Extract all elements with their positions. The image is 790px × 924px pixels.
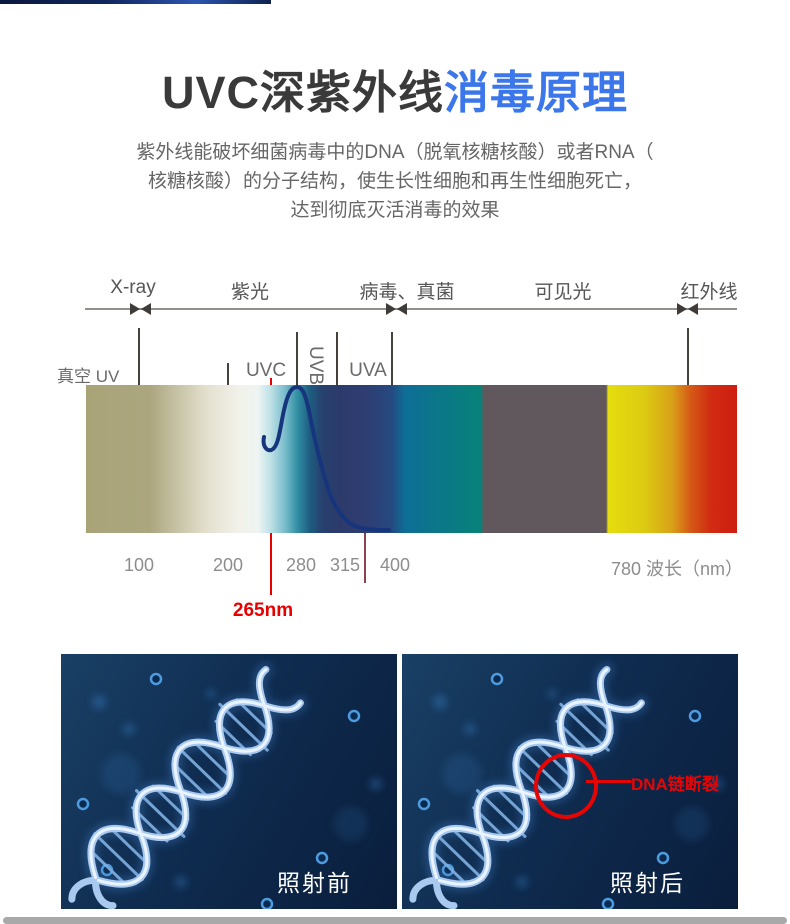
dna-after-image: DNA链断裂 照射后 — [402, 654, 738, 909]
intro-line-3: 达到彻底灭活消毒的效果 — [290, 200, 500, 221]
intro-paragraph: 紫外线能破坏细菌病毒中的DNA（脱氧核糖核酸）或者RNA（ 核糖核酸）的分子结构… — [0, 138, 790, 225]
top-accent-bar — [0, 0, 271, 4]
arrow-right-icon — [130, 303, 140, 315]
region-label-visible-light: 可见光 — [534, 282, 592, 303]
dna-break-pointer-line — [586, 780, 631, 783]
before-caption: 照射前 — [277, 870, 352, 896]
arrow-right-icon — [386, 303, 396, 315]
dna-break-annotation: DNA链断裂 — [631, 775, 719, 794]
vacuum-uv-label: 真空 UV — [57, 367, 120, 386]
arrow-left-icon — [688, 303, 698, 315]
region-label-virus-fungi: 病毒、真菌 — [359, 282, 455, 303]
dna-break-circle — [534, 753, 598, 819]
page-title-main: UVC深紫外线 — [161, 67, 444, 118]
arrow-left-icon — [141, 303, 151, 315]
dna-helix-illustration — [68, 662, 382, 909]
peak-wavelength-label: 265nm — [232, 600, 294, 621]
spectrum-color-band — [86, 385, 737, 533]
uva-label: UVA — [349, 360, 387, 381]
region-label-infrared: 红外线 — [680, 282, 738, 303]
tick-100: 100 — [123, 555, 155, 575]
page-title: UVC深紫外线消毒原理 — [0, 56, 790, 121]
uvc-label: UVC — [245, 360, 287, 381]
bottom-divider-bar — [3, 917, 787, 924]
spectrum-axis-line — [85, 308, 737, 310]
intro-line-2: 核糖核酸）的分子结构，使生长性细胞和再生性细胞死亡， — [147, 171, 642, 192]
divider-sub — [364, 533, 366, 583]
dna-before-image: 照射前 — [61, 654, 397, 909]
page-title-accent: 消毒原理 — [444, 67, 629, 118]
after-caption: 照射后 — [610, 870, 685, 896]
tick-200: 200 — [212, 555, 244, 575]
region-label-xray: X-ray — [110, 277, 156, 298]
tick-280: 280 — [285, 555, 317, 575]
arrow-left-icon — [397, 303, 407, 315]
germicidal-curve — [261, 384, 391, 532]
axis-unit-label: 780 波长（nm） — [611, 559, 744, 579]
region-label-uv-light: 紫光 — [230, 282, 270, 303]
tick-315: 315 — [329, 555, 361, 575]
tick-400: 400 — [379, 555, 411, 575]
intro-line-1: 紫外线能破坏细菌病毒中的DNA（脱氧核糖核酸）或者RNA（ — [136, 142, 654, 163]
arrow-right-icon — [677, 303, 687, 315]
